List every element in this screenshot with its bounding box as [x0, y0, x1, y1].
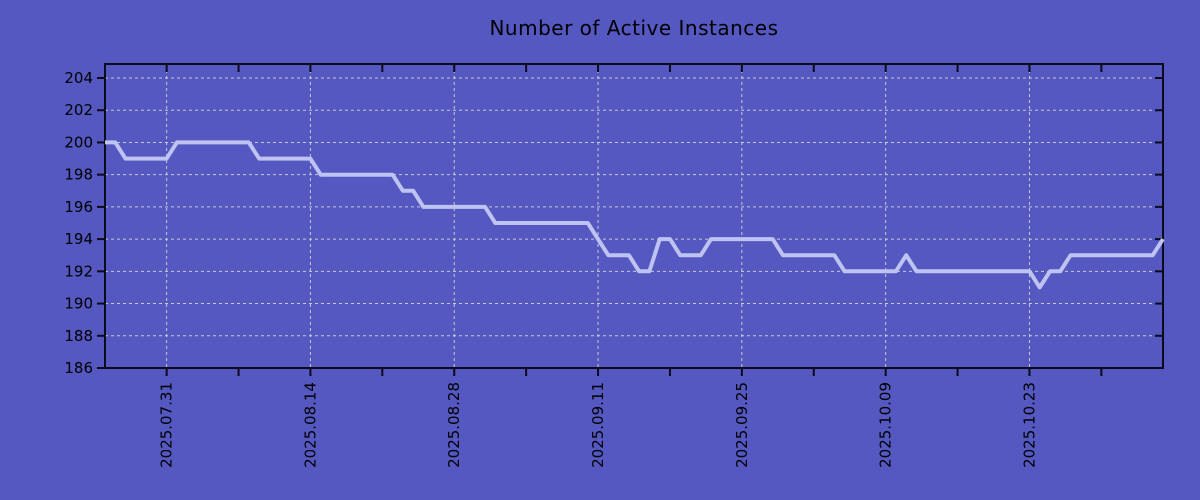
y-tick-label: 192: [64, 262, 93, 280]
y-tick-label: 190: [64, 295, 93, 313]
chart-title: Number of Active Instances: [489, 16, 779, 40]
x-tick-label: 2025.10.23: [1020, 382, 1038, 468]
y-tick-label: 198: [64, 166, 93, 184]
y-tick-label: 194: [64, 230, 93, 248]
x-tick-label: 2025.09.11: [589, 382, 607, 468]
data-line: [105, 140, 1165, 290]
y-tick-label: 202: [64, 101, 93, 119]
y-tick-label: 204: [64, 69, 93, 87]
y-tick-label: 188: [64, 327, 93, 345]
x-tick-label: 2025.09.25: [733, 382, 751, 468]
x-tick-label: 2025.08.28: [445, 382, 463, 468]
y-tick-label: 186: [64, 359, 93, 377]
plot-border: [104, 63, 1164, 369]
x-tick-label: 2025.07.31: [158, 382, 176, 468]
x-tick-label: 2025.08.14: [301, 382, 319, 468]
y-tick-label: 196: [64, 198, 93, 216]
y-tick-label: 200: [64, 133, 93, 151]
x-tick-label: 2025.10.09: [877, 382, 895, 468]
